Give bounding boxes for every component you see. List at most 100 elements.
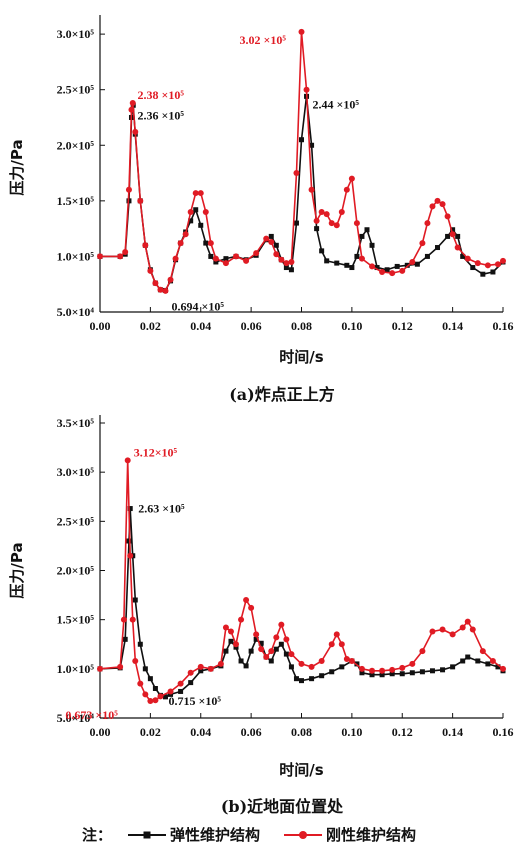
data-point-rigid xyxy=(117,253,124,260)
data-point-rigid xyxy=(152,280,159,287)
data-point-rigid xyxy=(358,255,365,262)
data-point-elastic xyxy=(248,648,254,654)
data-point-rigid xyxy=(137,197,144,204)
data-point-rigid xyxy=(127,552,134,559)
data-point-elastic xyxy=(490,269,496,275)
data-point-rigid xyxy=(419,240,426,247)
x-tick-label: 0.06 xyxy=(241,319,262,333)
data-point-elastic xyxy=(424,253,430,259)
data-point-rigid xyxy=(348,657,355,664)
data-point-rigid xyxy=(243,257,250,264)
data-point-elastic xyxy=(198,668,204,674)
data-point-rigid xyxy=(227,628,234,635)
data-point-rigid xyxy=(142,242,149,249)
data-point-rigid xyxy=(353,220,360,227)
data-point-rigid xyxy=(283,636,290,643)
data-point-elastic xyxy=(334,260,340,266)
data-point-rigid xyxy=(172,255,179,262)
data-point-elastic xyxy=(309,142,315,148)
data-point-rigid xyxy=(243,597,250,603)
data-point-rigid xyxy=(212,255,219,262)
data-point-rigid xyxy=(263,654,270,661)
x-tick-label: 0.02 xyxy=(140,725,161,739)
data-point-elastic xyxy=(309,676,315,682)
data-point-elastic xyxy=(470,265,476,271)
data-point-rigid xyxy=(202,208,209,215)
data-point-elastic xyxy=(435,245,441,251)
y-tick-label: 3.0×10⁵ xyxy=(57,27,95,41)
y-tick-label: 2.5×10⁵ xyxy=(57,514,95,528)
data-point-elastic xyxy=(455,233,461,239)
x-tick-label: 0.10 xyxy=(341,319,362,333)
peak-annotation: 0.694 ×10⁵ xyxy=(171,299,224,313)
data-point-elastic xyxy=(349,265,355,271)
data-point-elastic xyxy=(344,262,350,268)
data-point-rigid xyxy=(328,220,335,227)
data-point-elastic xyxy=(228,638,234,644)
data-point-rigid xyxy=(152,697,159,704)
data-point-rigid xyxy=(379,667,386,674)
data-point-rigid xyxy=(348,175,355,182)
data-point-elastic xyxy=(132,597,138,603)
x-tick-label: 0.04 xyxy=(190,725,211,739)
data-point-elastic xyxy=(213,259,219,265)
y-tick-label: 1.0×10⁵ xyxy=(57,662,95,676)
legend-label-elastic: 弹性维护结构 xyxy=(170,826,260,844)
data-point-rigid xyxy=(298,28,305,35)
data-point-rigid xyxy=(449,231,456,238)
data-point-elastic xyxy=(299,137,304,143)
data-point-rigid xyxy=(399,267,406,274)
x-tick-label: 0.08 xyxy=(291,725,312,739)
data-point-rigid xyxy=(489,657,496,664)
data-point-elastic xyxy=(293,220,299,226)
data-point-rigid xyxy=(187,669,194,676)
data-point-rigid xyxy=(298,660,305,667)
data-point-rigid xyxy=(268,648,275,655)
data-point-elastic xyxy=(394,263,400,269)
data-point-elastic xyxy=(450,227,456,233)
data-point-rigid xyxy=(167,688,174,695)
data-point-elastic xyxy=(142,666,148,672)
x-tick-label: 0.10 xyxy=(341,725,362,739)
y-tick-label: 5.0×10⁴ xyxy=(57,711,95,725)
peak-annotation: 2.63 ×10⁵ xyxy=(138,502,185,516)
data-point-rigid xyxy=(288,651,295,658)
chart-b: 5.0×10⁴ 1.0×10⁵ 1.5×10⁵ 2.0×10⁵ 2.5×10⁵ 3.0×1… xyxy=(8,415,514,779)
data-point-rigid xyxy=(333,222,340,229)
data-point-elastic xyxy=(253,636,259,642)
data-point-rigid xyxy=(293,170,300,177)
x-axis-title: 时间/s xyxy=(279,348,323,366)
data-point-rigid xyxy=(500,257,506,264)
data-point-elastic xyxy=(283,651,289,657)
data-point-rigid xyxy=(474,260,481,267)
data-point-rigid xyxy=(147,267,154,274)
data-point-rigid xyxy=(273,634,280,641)
data-point-elastic xyxy=(399,671,405,677)
data-point-elastic xyxy=(485,661,491,667)
data-point-rigid xyxy=(313,217,320,224)
legend: 注： 弹性维护结构 刚性维护结构 xyxy=(82,826,416,844)
data-point-rigid xyxy=(464,255,471,262)
data-point-rigid xyxy=(333,631,340,638)
data-point-rigid xyxy=(142,691,149,698)
peak-annotation: 0.673 ×10⁵ xyxy=(65,708,118,722)
data-point-rigid xyxy=(207,665,214,672)
data-point-elastic xyxy=(299,678,304,684)
x-axis-title: 时间/s xyxy=(279,761,323,779)
data-point-rigid xyxy=(233,253,240,260)
data-point-elastic xyxy=(283,265,289,271)
legend-item-elastic: 弹性维护结构 xyxy=(128,826,260,844)
y-tick-label: 3.5×10⁵ xyxy=(57,416,95,430)
data-point-elastic xyxy=(374,265,380,271)
data-point-elastic xyxy=(243,663,249,669)
data-point-rigid xyxy=(222,260,229,267)
data-point-elastic xyxy=(480,271,486,277)
data-point-rigid xyxy=(197,190,204,197)
data-point-elastic xyxy=(364,227,370,233)
data-point-rigid xyxy=(157,286,164,293)
data-point-rigid xyxy=(429,203,436,210)
peak-annotation: 2.36 ×10⁵ xyxy=(137,108,184,122)
data-point-rigid xyxy=(500,665,506,672)
data-point-elastic xyxy=(188,218,194,224)
data-point-elastic xyxy=(465,654,471,660)
